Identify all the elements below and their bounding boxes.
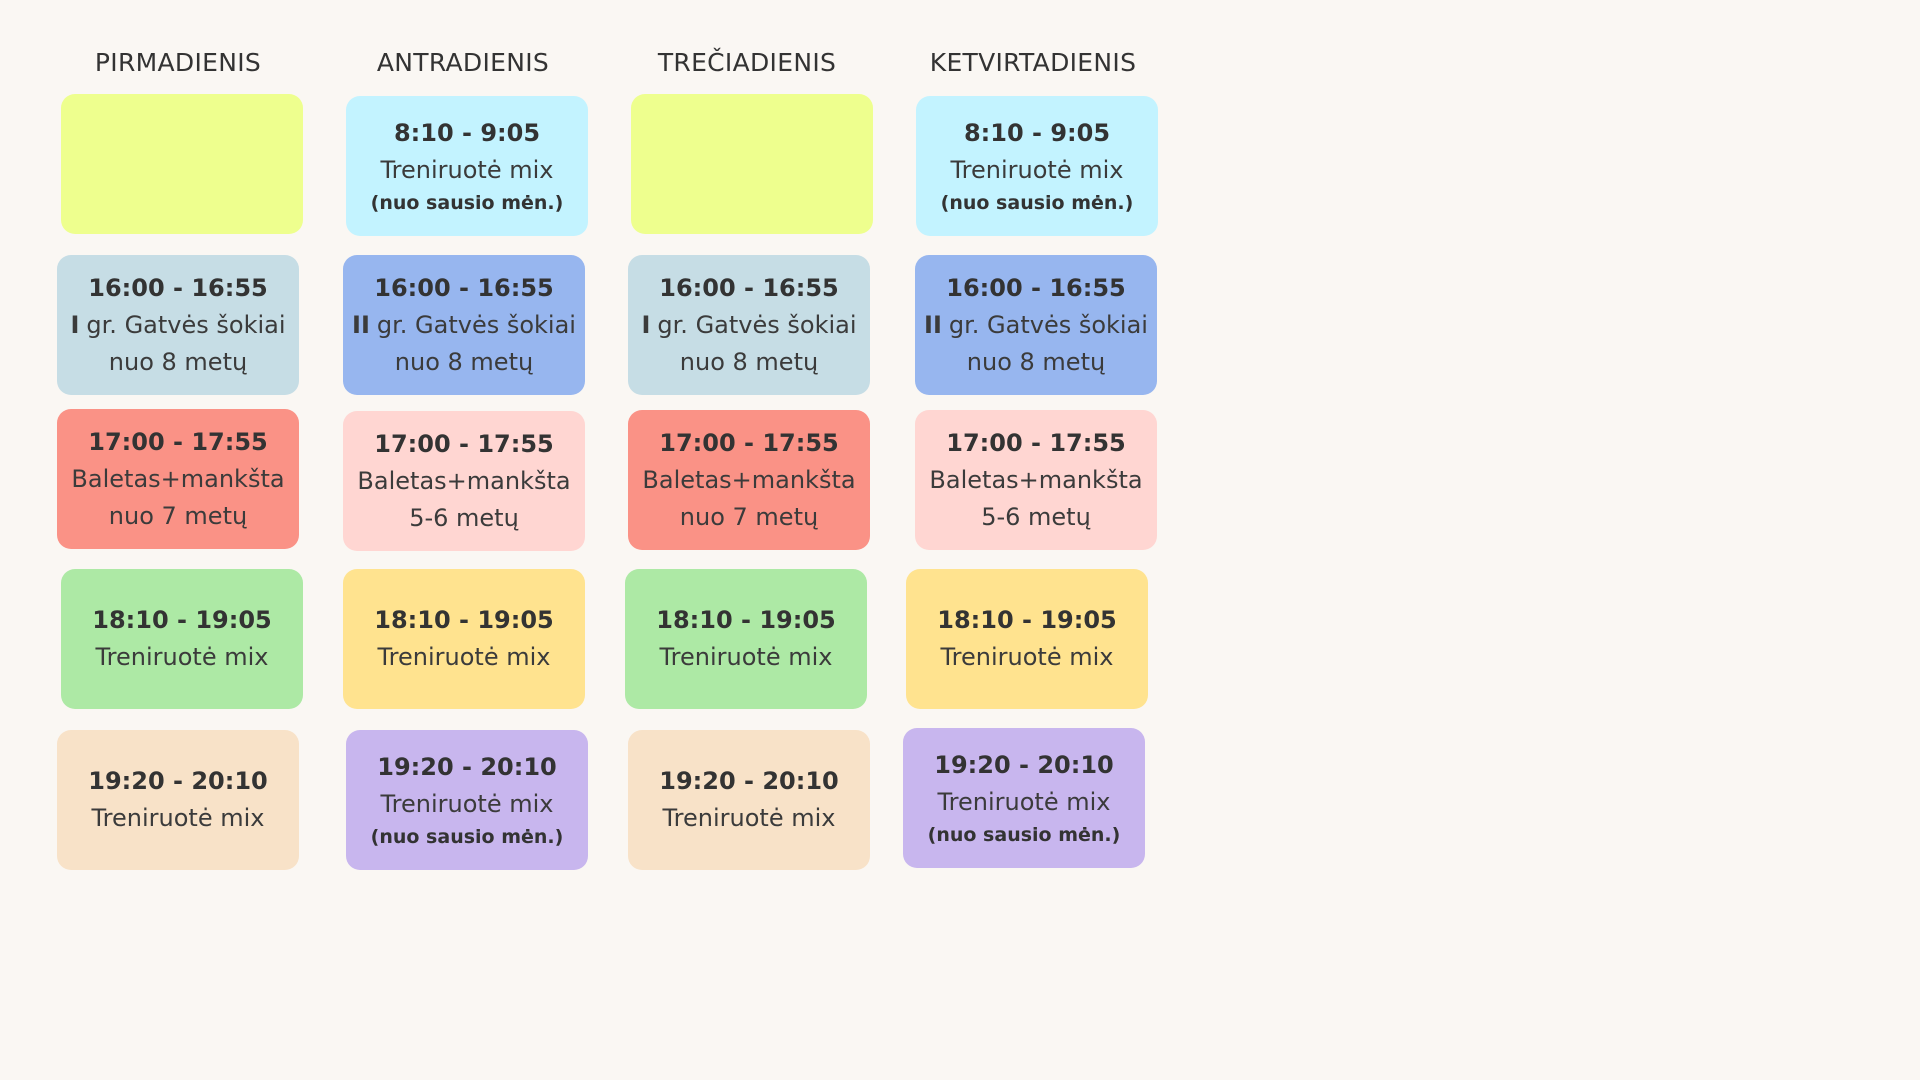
slot-age: nuo 8 metų	[966, 347, 1106, 376]
slot-time: 17:00 - 17:55	[946, 428, 1126, 457]
slot-group: I	[641, 310, 651, 339]
slot-time: 8:10 - 9:05	[963, 119, 1111, 147]
slot-age: nuo 7 metų	[108, 501, 248, 530]
slot-age: 5-6 metų	[981, 502, 1091, 531]
slot-time: 18:10 - 19:05	[374, 606, 554, 634]
schedule-slot-empty	[631, 94, 873, 234]
schedule-slot: 18:10 - 19:05 Treniruotė mix	[61, 569, 303, 709]
schedule-slot: 16:00 - 16:55 II gr. Gatvės šokiai nuo 8 …	[915, 255, 1157, 395]
slot-age: nuo 8 metų	[108, 347, 248, 376]
slot-time: 8:10 - 9:05	[393, 119, 541, 147]
schedule-slot: 18:10 - 19:05 Treniruotė mix	[906, 569, 1148, 709]
slot-time: 17:00 - 17:55	[659, 428, 839, 457]
slot-time: 18:10 - 19:05	[937, 606, 1117, 634]
schedule-slot: 19:20 - 20:10 Treniruotė mix	[57, 730, 299, 870]
schedule-slot: 18:10 - 19:05 Treniruotė mix	[625, 569, 867, 709]
slot-activity: Treniruotė mix	[950, 156, 1124, 184]
slot-group: II	[352, 310, 370, 339]
slot-activity: Baletas+mankšta	[357, 466, 571, 495]
day-header-treciadienis: TREČIADIENIS	[657, 48, 837, 77]
day-header-antradienis: ANTRADIENIS	[376, 48, 550, 77]
slot-activity: Baletas+mankšta	[929, 465, 1143, 494]
schedule-slot: 8:10 - 9:05 Treniruotė mix (nuo sausio m…	[916, 96, 1158, 236]
slot-time: 19:20 - 20:10	[659, 767, 839, 795]
slot-time: 19:20 - 20:10	[934, 751, 1114, 779]
slot-activity: Treniruotė mix	[91, 804, 265, 832]
slot-activity-text: gr. Gatvės šokiai	[86, 310, 286, 339]
schedule-slot: 16:00 - 16:55 II gr. Gatvės šokiai nuo 8 …	[343, 255, 585, 395]
slot-activity: Treniruotė mix	[937, 788, 1111, 816]
day-header-ketvirtadienis: KETVIRTADIENIS	[929, 48, 1137, 77]
slot-time: 16:00 - 16:55	[659, 273, 839, 302]
schedule-slot: 17:00 - 17:55 Baletas+mankšta 5-6 metų	[343, 411, 585, 551]
slot-activity: II gr. Gatvės šokiai	[924, 307, 1148, 344]
schedule-slot: 17:00 - 17:55 Baletas+mankšta nuo 7 metų	[57, 409, 299, 549]
slot-activity: Baletas+mankšta	[642, 465, 856, 494]
slot-time: 17:00 - 17:55	[374, 429, 554, 458]
slot-time: 16:00 - 16:55	[946, 273, 1126, 302]
slot-note: (nuo sausio mėn.)	[370, 826, 564, 848]
schedule-slot: 19:20 - 20:10 Treniruotė mix (nuo sausio…	[346, 730, 588, 870]
slot-age: nuo 8 metų	[394, 347, 534, 376]
schedule-slot: 8:10 - 9:05 Treniruotė mix (nuo sausio m…	[346, 96, 588, 236]
schedule-slot: 17:00 - 17:55 Baletas+mankšta nuo 7 metų	[628, 410, 870, 550]
slot-activity: II gr. Gatvės šokiai	[352, 307, 576, 344]
slot-activity: Treniruotė mix	[940, 643, 1114, 671]
slot-activity: Treniruotė mix	[380, 790, 554, 818]
slot-note: (nuo sausio mėn.)	[927, 824, 1121, 846]
day-header-pirmadienis: PIRMADIENIS	[94, 48, 262, 77]
slot-note: (nuo sausio mėn.)	[940, 192, 1134, 214]
slot-activity: Treniruotė mix	[380, 156, 554, 184]
slot-activity-text: gr. Gatvės šokiai	[657, 310, 857, 339]
slot-group: II	[924, 310, 942, 339]
schedule-slot: 18:10 - 19:05 Treniruotė mix	[343, 569, 585, 709]
slot-time: 18:10 - 19:05	[656, 606, 836, 634]
slot-group: I	[70, 310, 80, 339]
slot-age: nuo 8 metų	[679, 347, 819, 376]
slot-activity: Treniruotė mix	[659, 643, 833, 671]
schedule-slot: 19:20 - 20:10 Treniruotė mix (nuo sausio…	[903, 728, 1145, 868]
slot-age: nuo 7 metų	[679, 502, 819, 531]
slot-age: 5-6 metų	[409, 503, 519, 532]
schedule-slot-empty	[61, 94, 303, 234]
slot-activity: Treniruotė mix	[662, 804, 836, 832]
slot-activity-text: gr. Gatvės šokiai	[376, 310, 576, 339]
slot-time: 17:00 - 17:55	[88, 427, 268, 456]
schedule-slot: 17:00 - 17:55 Baletas+mankšta 5-6 metų	[915, 410, 1157, 550]
slot-time: 19:20 - 20:10	[88, 767, 268, 795]
slot-time: 16:00 - 16:55	[374, 273, 554, 302]
slot-time: 18:10 - 19:05	[92, 606, 272, 634]
slot-time: 19:20 - 20:10	[377, 753, 557, 781]
slot-time: 16:00 - 16:55	[88, 273, 268, 302]
slot-note: (nuo sausio mėn.)	[370, 192, 564, 214]
slot-activity: Baletas+mankšta	[71, 464, 285, 493]
slot-activity-text: gr. Gatvės šokiai	[948, 310, 1148, 339]
slot-activity: Treniruotė mix	[377, 643, 551, 671]
slot-activity: Treniruotė mix	[95, 643, 269, 671]
schedule-slot: 19:20 - 20:10 Treniruotė mix	[628, 730, 870, 870]
